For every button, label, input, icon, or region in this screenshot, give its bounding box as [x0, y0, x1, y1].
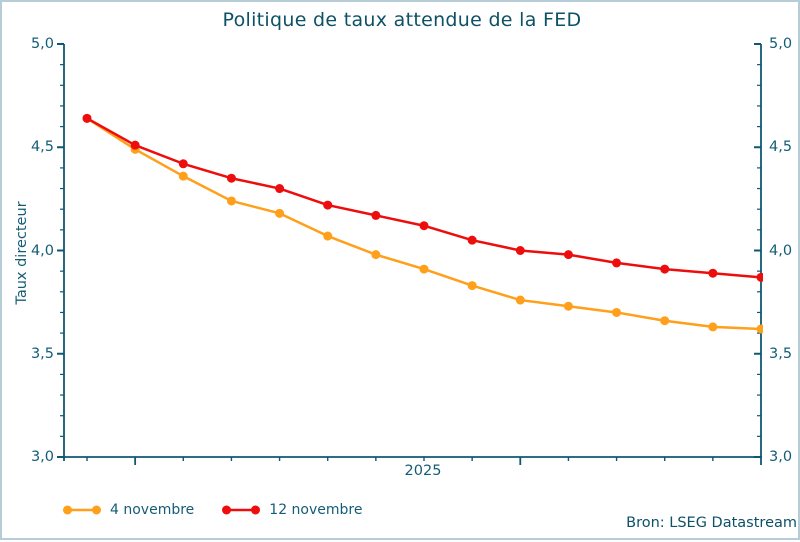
y-axis-tick-label-right: 4,5: [769, 139, 793, 156]
legend-label-4-novembre: 4 novembre: [110, 502, 195, 518]
data-point-marker: [515, 246, 525, 255]
chart-legend: 4 novembre 12 novembre: [62, 502, 362, 518]
y-axis-tick-label-left: 4,5: [30, 139, 54, 156]
source-attribution: Bron: LSEG Datastream: [626, 515, 797, 531]
data-point-marker: [563, 250, 573, 260]
data-point-marker: [275, 208, 285, 218]
data-point-marker: [226, 196, 236, 206]
data-point-marker: [82, 113, 92, 123]
data-point-marker: [371, 250, 381, 260]
data-point-marker: [419, 221, 429, 231]
legend-swatch-red-icon: [222, 505, 261, 515]
data-point-marker: [178, 171, 188, 181]
data-point-marker: [178, 159, 188, 169]
data-point-marker: [515, 295, 525, 305]
data-point-marker: [660, 316, 670, 326]
legend-label-12-novembre: 12 novembre: [269, 502, 363, 518]
series-4-novembre: [82, 113, 763, 334]
data-point-marker: [612, 258, 622, 268]
data-point-marker: [660, 264, 670, 274]
y-axis-tick-label-right: 3,0: [769, 449, 793, 465]
data-point-marker: [756, 324, 763, 334]
y-axis-tick-label-right: 3,5: [769, 345, 793, 362]
y-axis-tick-label-left: 3,0: [30, 449, 54, 465]
data-point-marker: [612, 307, 622, 317]
data-point-marker: [323, 231, 333, 241]
series-group: [82, 113, 763, 334]
data-point-marker: [708, 268, 718, 278]
data-point-marker: [563, 301, 573, 311]
y-axis-tick-label-right: 4,0: [769, 242, 793, 259]
data-point-marker: [756, 272, 763, 282]
axes: [63, 44, 762, 465]
data-point-marker: [708, 322, 718, 332]
data-point-marker: [467, 235, 477, 245]
axis-ticks: [57, 43, 761, 465]
y-axis-tick-label-left: 3,5: [30, 345, 54, 362]
chart-title: Politique de taux attendue de la FED: [222, 9, 582, 31]
legend-item-4-novembre: 4 novembre: [62, 502, 194, 518]
data-point-marker: [419, 264, 429, 274]
data-point-marker: [371, 210, 381, 220]
x-axis-year-label: 2025: [404, 463, 442, 479]
legend-swatch-orange-icon: [63, 505, 101, 515]
y-axis-tick-label-left: 5,0: [30, 36, 54, 52]
series-12-novembre: [82, 113, 763, 282]
data-point-marker: [323, 200, 333, 210]
data-point-marker: [275, 184, 285, 194]
data-point-marker: [467, 281, 477, 291]
legend-item-12-novembre: 12 novembre: [221, 502, 362, 518]
y-axis-tick-label-right: 5,0: [769, 36, 793, 52]
y-axis-tick-label-left: 4,0: [30, 242, 54, 259]
data-point-marker: [130, 140, 140, 150]
data-point-marker: [226, 173, 236, 183]
